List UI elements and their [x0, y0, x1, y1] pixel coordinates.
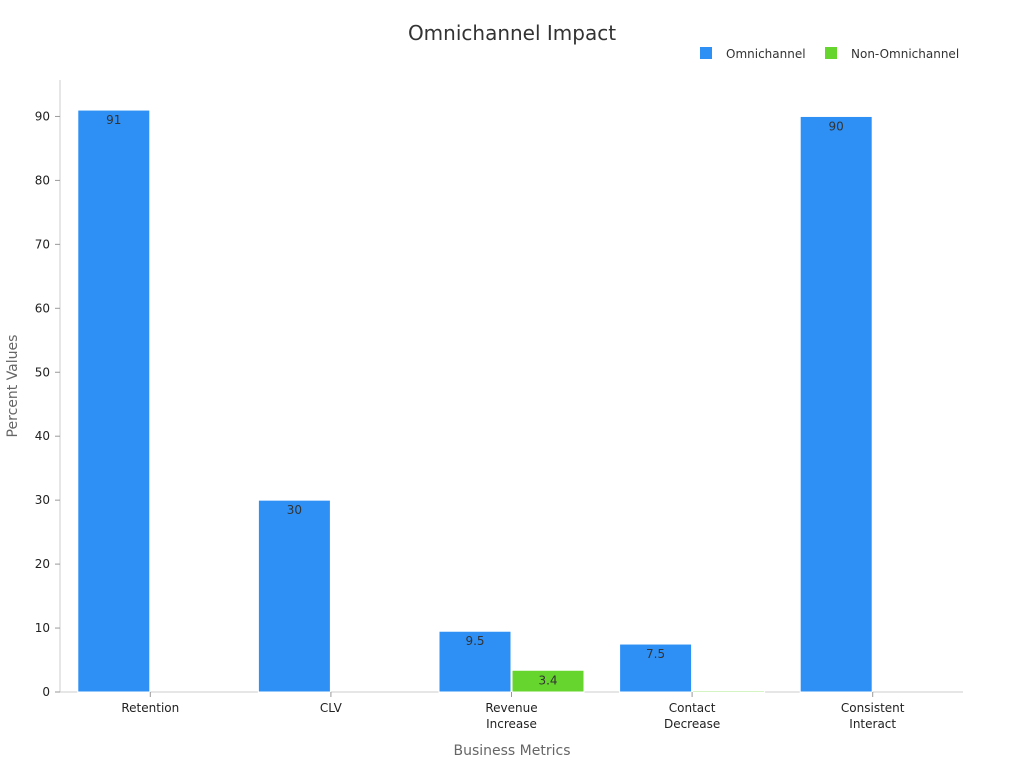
legend-label-omnichannel: Omnichannel [726, 47, 806, 61]
y-tick-label: 10 [35, 621, 50, 635]
bar-omnichannel [77, 109, 151, 693]
y-tick-label: 90 [35, 109, 50, 123]
y-tick-label: 0 [42, 685, 50, 699]
data-label: 91 [106, 113, 121, 127]
y-tick-label: 70 [35, 237, 50, 251]
legend: Omnichannel Non-Omnichannel [700, 47, 959, 61]
legend-label-non-omnichannel: Non-Omnichannel [851, 47, 959, 61]
x-tick-label: Retention [121, 701, 179, 715]
bar-omnichannel [438, 630, 512, 693]
bar-non-omnichannel [511, 669, 585, 693]
y-tick-label: 30 [35, 493, 50, 507]
legend-swatch-omnichannel [700, 47, 712, 59]
x-tick-label: Consistent Interact [841, 701, 905, 731]
data-label: 3.4 [538, 673, 557, 687]
y-tick-label: 60 [35, 301, 50, 315]
data-label: 7.5 [646, 647, 665, 661]
y-tick-label: 50 [35, 365, 50, 379]
chart-title: Omnichannel Impact [408, 21, 616, 45]
y-axis-title: Percent Values [5, 335, 21, 438]
bar-omnichannel [619, 643, 693, 693]
data-label: 90 [829, 119, 844, 133]
legend-swatch-non-omnichannel [825, 47, 837, 59]
y-tick-label: 80 [35, 173, 50, 187]
y-tick-label: 20 [35, 557, 50, 571]
x-tick-label: Contact Decrease [664, 701, 720, 731]
x-tick-label: CLV [320, 701, 343, 715]
y-tick-label: 40 [35, 429, 50, 443]
bar-non-omnichannel [692, 690, 766, 693]
bar-omnichannel [257, 499, 331, 693]
bar-omnichannel [799, 115, 873, 693]
data-label: 30 [287, 503, 302, 517]
plot-area: 0 10 20 30 40 50 60 70 80 90 91 Retention 30 CLV 9.5 3.… [35, 80, 963, 731]
x-tick-label: Revenue Increase [485, 701, 537, 731]
x-axis-title: Business Metrics [453, 743, 570, 759]
data-label: 9.5 [465, 634, 484, 648]
